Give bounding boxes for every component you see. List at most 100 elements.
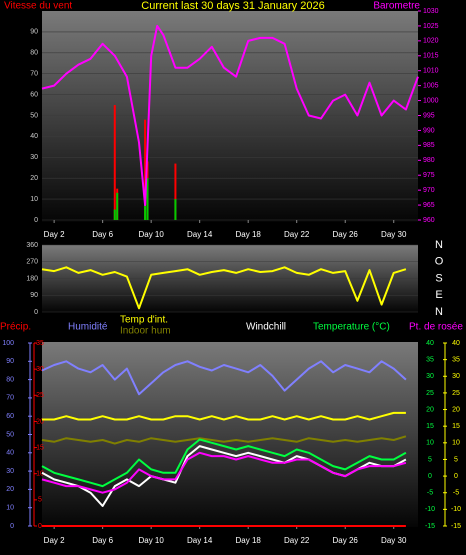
y2-tick-label: 25 <box>452 390 460 397</box>
y2-tick-label: 0 <box>428 473 432 480</box>
bar <box>146 178 149 220</box>
direction-label: O <box>435 256 444 268</box>
y-tick-label: 90 <box>6 358 14 365</box>
legend-label: Vitesse du vent <box>4 1 72 12</box>
precip-tick-label: 35 <box>36 340 44 347</box>
series-line <box>42 411 406 421</box>
y2-tick-label: 0 <box>454 473 458 480</box>
direction-label: S <box>435 272 442 284</box>
precip-tick-label: 25 <box>36 392 44 399</box>
bar <box>113 209 116 220</box>
y-tick-label: 60 <box>30 91 38 98</box>
y-tick-label: 90 <box>30 29 38 36</box>
y-tick-label: 180 <box>26 275 38 282</box>
direction-label: E <box>435 289 442 301</box>
y-tick-label: 0 <box>10 523 14 530</box>
series-line <box>41 451 407 494</box>
x-tick-label: Day 10 <box>138 536 164 545</box>
x-tick-label: Day 2 <box>44 536 65 545</box>
y-tick-label: 70 <box>6 395 14 402</box>
y2-tick-label: 40 <box>426 340 434 347</box>
series-line <box>41 24 419 207</box>
y2-tick-label: -10 <box>425 506 435 513</box>
y2-tick-label: -5 <box>453 490 459 497</box>
legend-label: Précip. <box>0 322 31 333</box>
x-tick-label: Day 18 <box>236 536 262 545</box>
x-tick-label: Day 26 <box>333 536 359 545</box>
bar <box>116 192 119 220</box>
y-tick-label: 70 <box>30 71 38 78</box>
precip-tick-label: 30 <box>36 366 44 373</box>
y2-tick-label: 1000 <box>423 97 439 104</box>
y2-tick-label: 20 <box>452 406 460 413</box>
legend-label: Barometre <box>373 1 420 12</box>
y2-tick-label: 5 <box>454 456 458 463</box>
y-tick-label: 30 <box>6 468 14 475</box>
bar <box>144 194 147 220</box>
precip-tick-label: 0 <box>38 523 42 530</box>
bar <box>174 199 177 220</box>
series-line <box>41 360 407 396</box>
x-tick-label: Day 14 <box>187 230 213 239</box>
y-tick-label: 60 <box>6 413 14 420</box>
y-tick-label: 10 <box>6 505 14 512</box>
precip-tick-label: 20 <box>36 418 44 425</box>
bar <box>174 163 177 220</box>
y2-tick-label: 1015 <box>423 53 439 60</box>
plot-area <box>42 11 418 222</box>
legend-label: Pt. de rosée <box>409 322 463 333</box>
x-tick-label: Day 14 <box>187 536 213 545</box>
y2-tick-label: 35 <box>426 356 434 363</box>
y-tick-label: 20 <box>30 175 38 182</box>
series-line <box>41 266 407 310</box>
y2-tick-label: 995 <box>423 112 435 119</box>
plot-area <box>42 342 418 527</box>
y2-tick-label: -10 <box>451 506 461 513</box>
series-line <box>41 435 407 445</box>
y-tick-label: 0 <box>34 309 38 316</box>
legend-label: Indoor hum <box>120 326 171 337</box>
y2-tick-label: 1005 <box>423 82 439 89</box>
chart-title: Current last 30 days 31 January 2026 <box>141 0 324 12</box>
precip-tick-label: 10 <box>36 471 44 478</box>
y-tick-label: 90 <box>30 292 38 299</box>
y2-tick-label: 990 <box>423 127 435 134</box>
y2-tick-label: -5 <box>427 490 433 497</box>
y2-tick-label: 1020 <box>423 38 439 45</box>
x-tick-label: Day 22 <box>284 536 310 545</box>
y2-tick-label: 15 <box>452 423 460 430</box>
x-tick-label: Day 30 <box>381 230 407 239</box>
precip-tick-label: 5 <box>38 497 42 504</box>
y-tick-label: 80 <box>30 50 38 57</box>
y2-tick-label: 30 <box>426 373 434 380</box>
y-tick-label: 30 <box>30 154 38 161</box>
legend-label: Temperature (°C) <box>313 322 390 333</box>
legend-label: Windchill <box>246 322 286 333</box>
x-tick-label: Day 30 <box>381 536 407 545</box>
bar <box>144 119 147 220</box>
y2-tick-label: 1010 <box>423 68 439 75</box>
series-line <box>41 438 407 488</box>
x-tick-label: Day 6 <box>92 536 113 545</box>
y-tick-label: 40 <box>30 133 38 140</box>
y2-tick-label: -15 <box>425 523 435 530</box>
y-tick-label: 270 <box>26 259 38 266</box>
legend-label: Temp d'int. <box>120 315 168 326</box>
x-tick-label: Day 2 <box>44 230 65 239</box>
y-tick-label: 40 <box>6 450 14 457</box>
y2-tick-label: 30 <box>452 373 460 380</box>
y2-tick-label: 15 <box>426 423 434 430</box>
y2-tick-label: 10 <box>452 440 460 447</box>
direction-label: N <box>435 306 443 318</box>
y-tick-label: 50 <box>30 112 38 119</box>
y2-tick-label: 970 <box>423 187 435 194</box>
y2-tick-label: 1030 <box>423 8 439 15</box>
y2-tick-label: 40 <box>452 340 460 347</box>
precip-tick-label: 15 <box>36 444 44 451</box>
x-tick-label: Day 6 <box>92 230 113 239</box>
y2-tick-label: 985 <box>423 142 435 149</box>
y-tick-label: 80 <box>6 376 14 383</box>
y2-tick-label: 960 <box>423 217 435 224</box>
y2-tick-label: 965 <box>423 202 435 209</box>
